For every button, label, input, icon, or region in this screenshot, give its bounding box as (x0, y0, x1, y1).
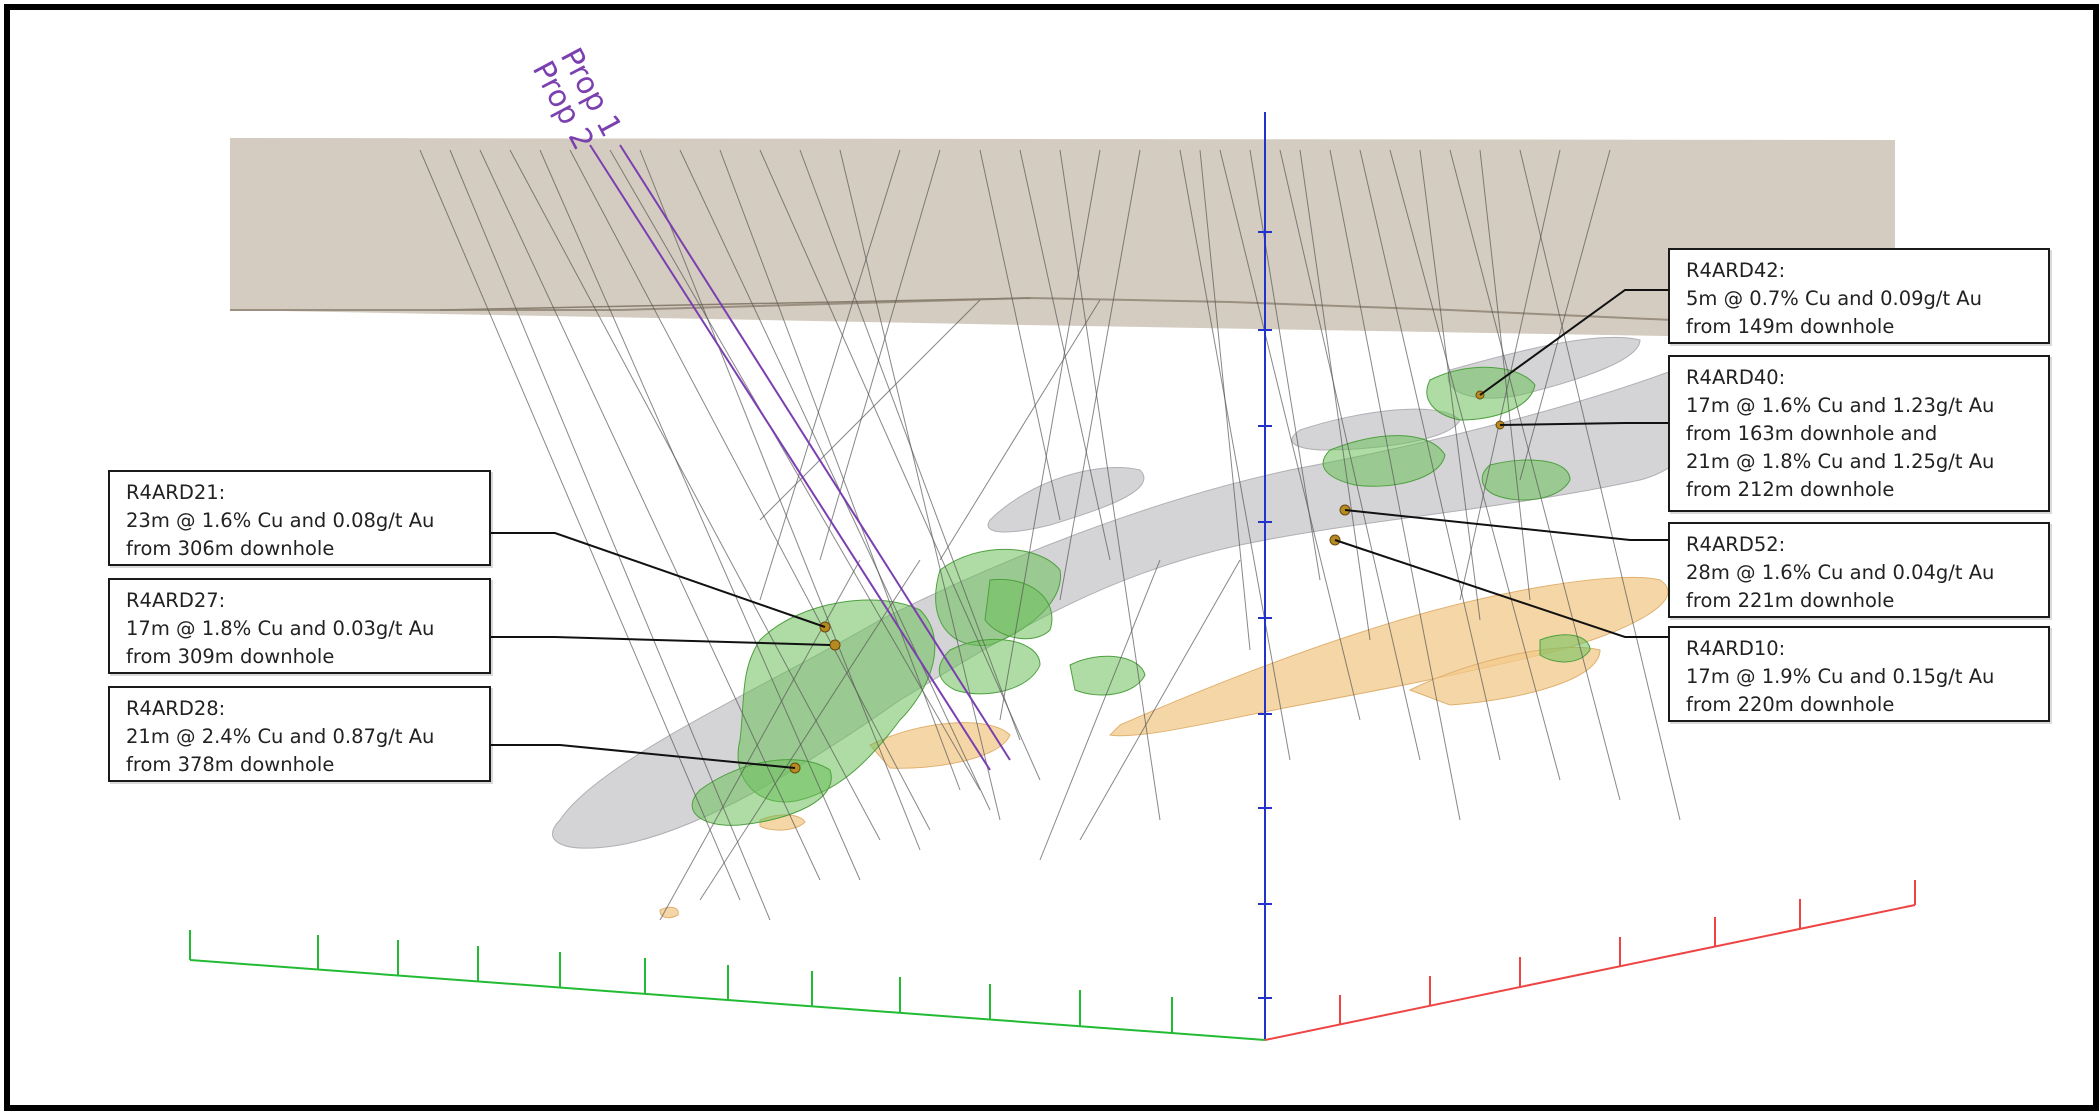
orange-bodies (659, 576, 1669, 919)
callout-r4ard42-hole: R4ARD42: (1686, 259, 1786, 282)
callout-r4ard10-depth: from 220m downhole (1686, 693, 1895, 716)
callout-r4ard42-depth: from 149m downhole (1686, 315, 1895, 338)
callout-r4ard52-depth: from 221m downhole (1686, 589, 1895, 612)
north-axis (189, 930, 1266, 1041)
callout-r4ard42: R4ARD42: 5m @ 0.7% Cu and 0.09g/t Au fro… (1668, 248, 2050, 344)
callout-r4ard27: R4ARD27: 17m @ 1.8% Cu and 0.03g/t Au fr… (108, 578, 491, 674)
callout-r4ard40-intercept-1: 17m @ 1.6% Cu and 1.23g/t Au (1686, 394, 1995, 417)
callout-r4ard52-hole: R4ARD52: (1686, 533, 1786, 556)
callout-r4ard27-hole: R4ARD27: (126, 589, 226, 612)
callout-r4ard40: R4ARD40: 17m @ 1.6% Cu and 1.23g/t Au fr… (1668, 355, 2050, 512)
callout-r4ard21-depth: from 306m downhole (126, 537, 335, 560)
callout-r4ard42-intercept: 5m @ 0.7% Cu and 0.09g/t Au (1686, 287, 1983, 310)
callout-r4ard21-intercept: 23m @ 1.6% Cu and 0.08g/t Au (126, 509, 435, 532)
callout-r4ard28: R4ARD28: 21m @ 2.4% Cu and 0.87g/t Au fr… (108, 686, 491, 782)
callout-r4ard27-depth: from 309m downhole (126, 645, 335, 668)
proposed-hole-labels: Prop 1 Prop 2 (525, 42, 629, 156)
callout-r4ard40-depth-1: from 163m downhole and (1686, 422, 1938, 445)
vertical-axis (1258, 112, 1272, 1040)
callout-r4ard52: R4ARD52: 28m @ 1.6% Cu and 0.04g/t Au fr… (1668, 522, 2050, 618)
callout-r4ard21: R4ARD21: 23m @ 1.6% Cu and 0.08g/t Au fr… (108, 470, 491, 566)
east-axis (1264, 880, 1916, 1041)
callout-r4ard28-hole: R4ARD28: (126, 697, 226, 720)
callout-r4ard21-hole: R4ARD21: (126, 481, 226, 504)
callout-r4ard28-depth: from 378m downhole (126, 753, 335, 776)
callout-r4ard10: R4ARD10: 17m @ 1.9% Cu and 0.15g/t Au fr… (1668, 626, 2050, 722)
callout-r4ard28-intercept: 21m @ 2.4% Cu and 0.87g/t Au (126, 725, 435, 748)
callout-r4ard10-hole: R4ARD10: (1686, 637, 1786, 660)
green-mineralised-bodies (691, 366, 1591, 826)
callout-r4ard40-depth-2: from 212m downhole (1686, 478, 1895, 501)
callout-r4ard27-intercept: 17m @ 1.8% Cu and 0.03g/t Au (126, 617, 435, 640)
callout-r4ard40-intercept-2: 21m @ 1.8% Cu and 1.25g/t Au (1686, 450, 1995, 473)
callout-leaders (490, 289, 1668, 769)
callout-r4ard40-hole: R4ARD40: (1686, 366, 1786, 389)
proposed-holes (589, 144, 1011, 771)
callout-r4ard52-intercept: 28m @ 1.6% Cu and 0.04g/t Au (1686, 561, 1995, 584)
drill-traces (419, 149, 1681, 921)
callout-r4ard10-intercept: 17m @ 1.9% Cu and 0.15g/t Au (1686, 665, 1995, 688)
